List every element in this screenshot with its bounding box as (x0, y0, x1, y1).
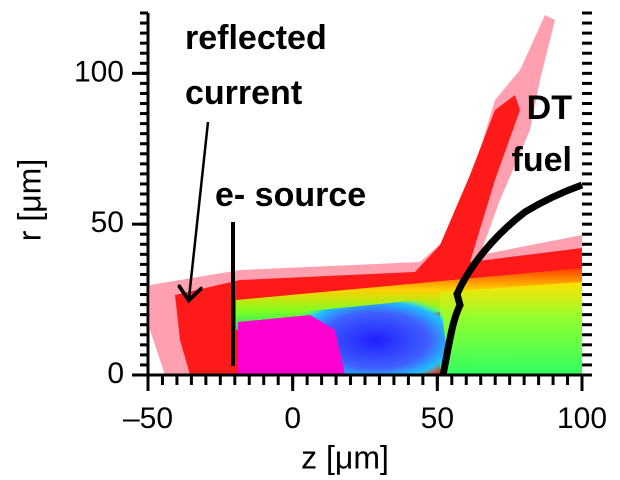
annotation: e- source (215, 176, 366, 214)
x-axis-label: z [μm] (301, 439, 389, 475)
heatmap-field (150, 15, 582, 375)
y-tick-label: 0 (107, 357, 124, 390)
arrow (189, 121, 210, 298)
x-tick-label: 50 (421, 402, 454, 435)
annotation: current (185, 74, 302, 112)
annotation: DT (527, 89, 573, 127)
y-axis-label: r [μm] (11, 159, 47, 241)
x-tick-label: 0 (284, 402, 301, 435)
x-tick-label: 100 (557, 402, 607, 435)
annotation: fuel (512, 141, 572, 179)
fuel-boundary (439, 181, 584, 376)
annotation: reflected (185, 19, 327, 57)
x-tick-label: –50 (123, 402, 173, 435)
y-tick-label: 100 (74, 55, 124, 88)
y-tick-label: 50 (91, 206, 124, 239)
